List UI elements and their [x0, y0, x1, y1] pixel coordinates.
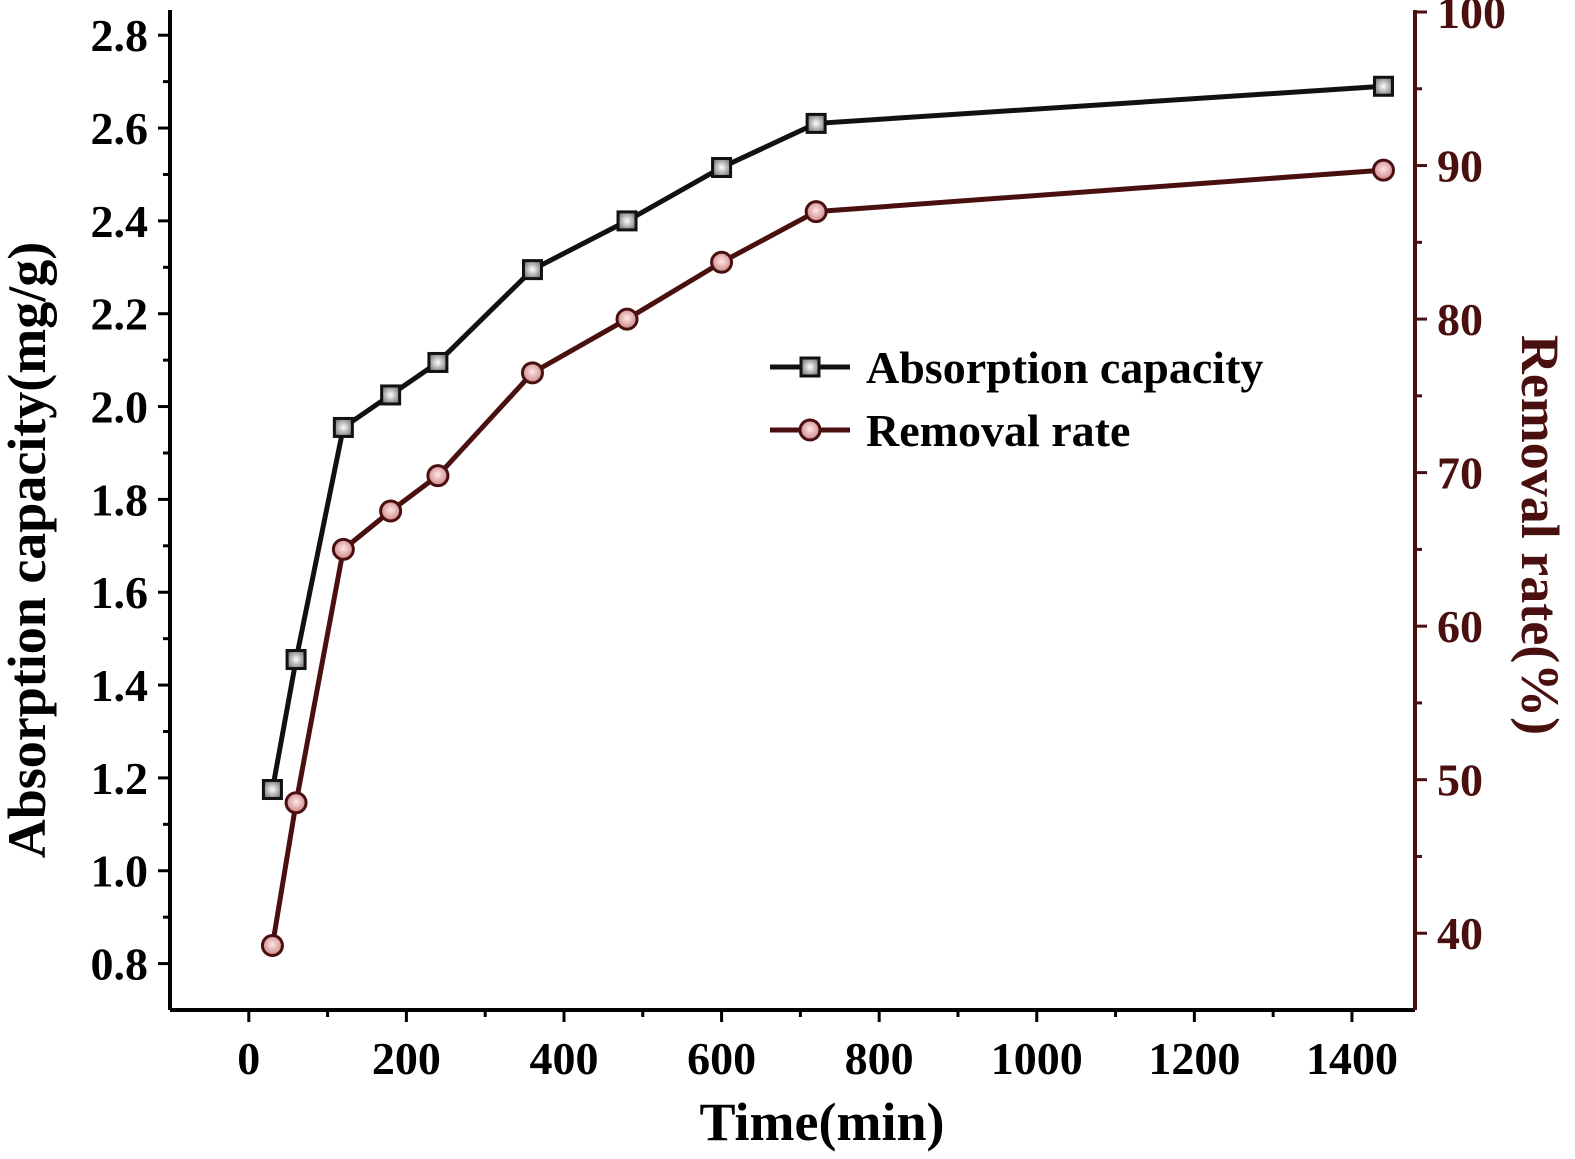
- x-tick-label: 0: [237, 1033, 260, 1084]
- data-point: [332, 416, 354, 438]
- data-point: [1372, 75, 1394, 97]
- legend-marker: [798, 418, 822, 442]
- series-removal-rate: [260, 158, 1395, 958]
- y-right-tick-label: 40: [1437, 908, 1483, 959]
- axes: 0 200 400 600 800 1000 1200 1400 0.8 1.0 1.2 1.4 1.6…: [91, 0, 1507, 1084]
- x-tick-label: 200: [372, 1033, 441, 1084]
- y-right-tick-label: 90: [1437, 141, 1483, 192]
- y-right-tick-label: 50: [1437, 755, 1483, 806]
- y-left-tick-label: 2.4: [91, 196, 149, 247]
- y-right-tick-label: 60: [1437, 601, 1483, 652]
- y-left-axis-title: Absorption capacity(mg/g): [0, 242, 57, 858]
- legend-item: Removal rate: [770, 405, 1130, 456]
- x-axis-title: Time(min): [700, 1092, 945, 1152]
- y-left-tick-label: 2.2: [91, 289, 149, 340]
- data-point: [331, 537, 355, 561]
- data-point: [615, 307, 639, 331]
- data-point: [616, 210, 638, 232]
- x-tick-label: 800: [845, 1033, 914, 1084]
- y-left-tick-label: 2.8: [91, 10, 149, 61]
- legend-label: Removal rate: [866, 405, 1130, 456]
- data-point: [1371, 158, 1395, 182]
- data-point: [379, 499, 403, 523]
- x-tick-label: 400: [529, 1033, 598, 1084]
- series-line: [269, 83, 1384, 790]
- legend-marker: [799, 356, 821, 378]
- series-absorption-capacity: [261, 75, 1394, 801]
- legend-label: Absorption capacity: [866, 342, 1263, 393]
- x-tick-label: 1400: [1306, 1033, 1398, 1084]
- y-left-tick-label: 2.0: [91, 382, 149, 433]
- data-point: [426, 464, 450, 488]
- y-right-tick-label: 100: [1437, 0, 1506, 38]
- x-tick-label: 1200: [1148, 1033, 1240, 1084]
- data-point: [284, 791, 308, 815]
- y-left-tick-label: 0.8: [91, 939, 149, 990]
- data-point: [427, 351, 449, 373]
- data-point: [261, 779, 283, 801]
- data-point: [285, 649, 307, 671]
- y-left-tick-label: 1.0: [91, 846, 149, 897]
- y-left-tick-label: 1.6: [91, 567, 149, 618]
- y-right-tick-label: 70: [1437, 448, 1483, 499]
- data-point: [805, 112, 827, 134]
- data-point: [710, 250, 734, 274]
- y-right-axis-title: Removal rate(%): [1510, 335, 1570, 735]
- legend-item: Absorption capacity: [770, 342, 1263, 393]
- y-left-tick-label: 2.6: [91, 103, 149, 154]
- y-left-tick-label: 1.8: [91, 474, 149, 525]
- legend: Absorption capacity Removal rate: [770, 342, 1263, 456]
- data-point: [520, 361, 544, 385]
- data-point: [521, 259, 543, 281]
- x-tick-label: 1000: [991, 1033, 1083, 1084]
- data-point: [380, 384, 402, 406]
- series-line: [269, 167, 1384, 946]
- y-left-tick-label: 1.2: [91, 753, 149, 804]
- y-left-tick-label: 1.4: [91, 660, 149, 711]
- y-right-tick-label: 80: [1437, 294, 1483, 345]
- data-point: [260, 934, 284, 958]
- series-layer: [260, 75, 1395, 958]
- data-point: [804, 200, 828, 224]
- x-tick-label: 600: [687, 1033, 756, 1084]
- data-point: [711, 157, 733, 179]
